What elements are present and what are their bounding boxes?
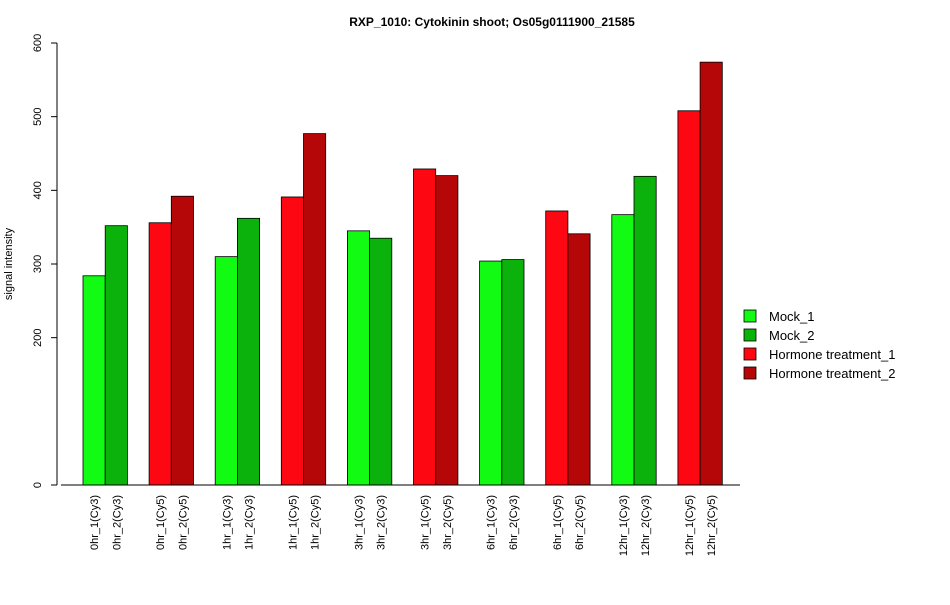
y-tick-label: 200	[32, 328, 44, 346]
x-tick-label: 1hr_1(Cy3)	[221, 495, 233, 550]
x-tick-label: 12hr_2(Cy3)	[640, 495, 652, 556]
x-tick-label: 3hr_1(Cy5)	[420, 495, 432, 550]
bar	[567, 233, 591, 486]
bar	[148, 222, 172, 486]
bar	[236, 217, 260, 486]
bar	[82, 275, 106, 486]
bars-group	[82, 61, 723, 486]
x-tick-label: 0hr_2(Cy3)	[111, 495, 123, 550]
bar	[479, 260, 503, 486]
x-tick-labels: 0hr_1(Cy3) 0hr_2(Cy3) 0hr_1(Cy5) 0hr_2(Cy5)…	[89, 495, 718, 556]
x-tick-label: 12hr_1(Cy3)	[618, 495, 630, 556]
bar	[501, 259, 525, 486]
y-tick-label: 600	[32, 34, 44, 52]
bar	[303, 133, 327, 486]
x-tick-label: 12hr_1(Cy5)	[684, 495, 696, 556]
bar	[214, 256, 238, 486]
x-tick-label: 1hr_2(Cy5)	[310, 495, 322, 550]
legend-swatch	[743, 347, 757, 361]
bar	[170, 195, 194, 486]
y-axis: 0 200 300 400 500 600	[32, 34, 58, 488]
bar	[104, 225, 128, 486]
legend-swatch	[743, 309, 757, 323]
bar	[346, 230, 370, 486]
legend-swatch	[743, 328, 757, 342]
bar	[677, 110, 701, 486]
legend-item: Hormone treatment_1	[743, 347, 895, 362]
bar	[633, 175, 657, 486]
x-tick-label: 12hr_2(Cy5)	[706, 495, 718, 556]
x-tick-label: 3hr_2(Cy5)	[442, 495, 454, 550]
legend-label: Hormone treatment_1	[769, 347, 895, 362]
bar	[435, 175, 459, 486]
x-tick-label: 1hr_1(Cy5)	[287, 495, 299, 550]
x-tick-label: 0hr_1(Cy3)	[89, 495, 101, 550]
bar	[280, 196, 304, 486]
legend-label: Hormone treatment_2	[769, 366, 895, 381]
y-tick-label: 400	[32, 181, 44, 199]
y-tick-label: 0	[32, 482, 44, 488]
y-tick-label: 500	[32, 107, 44, 125]
x-tick-label: 0hr_1(Cy5)	[155, 495, 167, 550]
x-tick-label: 3hr_1(Cy3)	[354, 495, 366, 550]
bar	[699, 61, 723, 486]
legend-label: Mock_1	[769, 309, 815, 324]
y-axis-label: signal intensity	[3, 227, 15, 300]
legend-item: Mock_1	[743, 309, 815, 324]
legend-item: Mock_2	[743, 328, 815, 343]
x-tick-label: 1hr_2(Cy3)	[244, 495, 256, 550]
bar	[611, 214, 635, 486]
y-tick-label: 300	[32, 255, 44, 273]
legend-swatch	[743, 366, 757, 380]
x-tick-label: 0hr_2(Cy5)	[177, 495, 189, 550]
x-tick-label: 3hr_2(Cy3)	[376, 495, 388, 550]
bar	[369, 237, 393, 486]
legend-item: Hormone treatment_2	[743, 366, 895, 381]
x-tick-label: 6hr_2(Cy5)	[574, 495, 586, 550]
legend: Mock_1 Mock_2 Hormone treatment_1 Hormone t…	[743, 309, 895, 381]
bar	[413, 168, 437, 486]
bar	[545, 210, 569, 486]
chart-title: RXP_1010: Cytokinin shoot; Os05g0111900_…	[349, 15, 635, 29]
x-tick-label: 6hr_2(Cy3)	[508, 495, 520, 550]
x-tick-label: 6hr_1(Cy5)	[552, 495, 564, 550]
legend-label: Mock_2	[769, 328, 815, 343]
x-tick-label: 6hr_1(Cy3)	[486, 495, 498, 550]
